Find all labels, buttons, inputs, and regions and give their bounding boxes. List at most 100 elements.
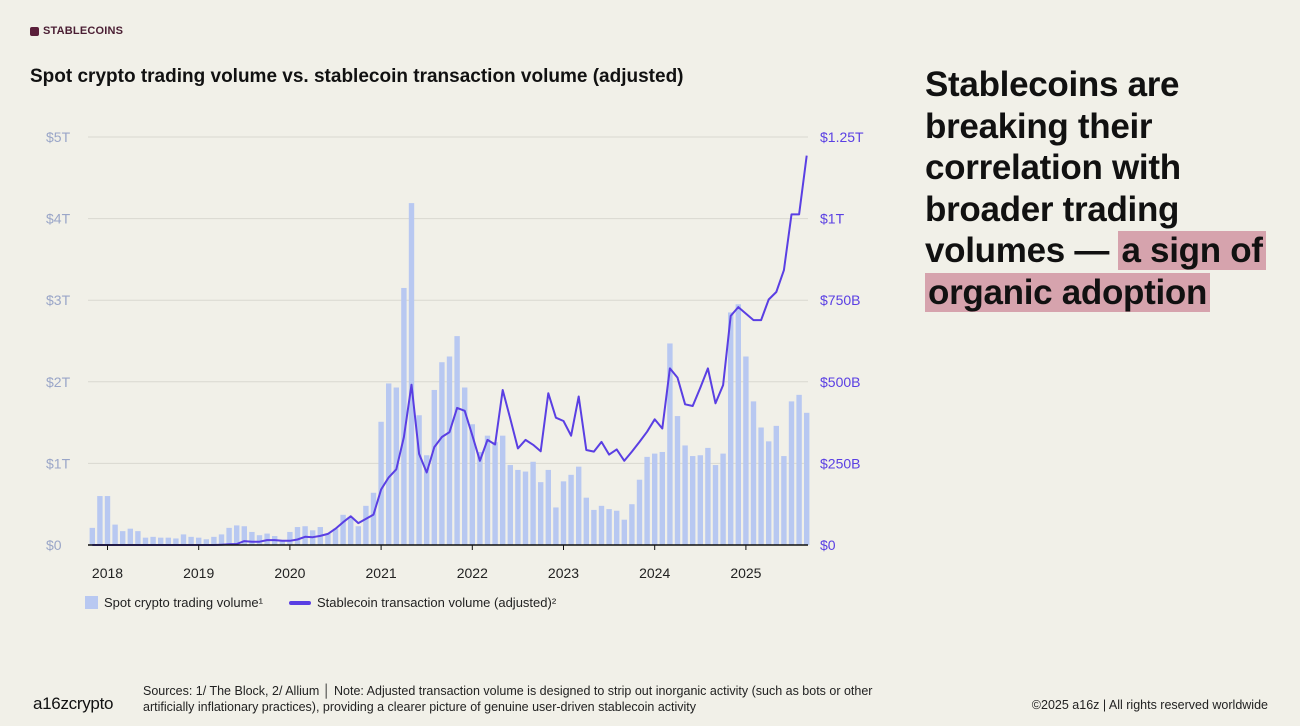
x-axis-tick-label: 2018 — [92, 565, 123, 581]
x-axis-tick-label: 2025 — [730, 565, 761, 581]
bar — [165, 537, 171, 545]
tag-square-icon — [30, 26, 39, 36]
right-axis-tick-label: $750B — [820, 292, 860, 308]
a16zcrypto-logo: a16zcrypto — [33, 694, 114, 713]
x-axis-tick-label: 2022 — [457, 565, 488, 581]
left-axis-tick-label: $4T — [46, 211, 71, 227]
bar — [302, 526, 308, 545]
bar — [287, 531, 293, 545]
bar — [644, 456, 650, 545]
bar — [735, 304, 741, 545]
bar — [591, 509, 597, 545]
bar — [408, 203, 415, 545]
bar — [180, 534, 187, 545]
bar — [340, 514, 346, 545]
bar — [188, 536, 194, 545]
bar — [469, 424, 475, 545]
bar — [545, 469, 551, 545]
bar — [355, 526, 361, 545]
bar — [553, 507, 559, 545]
bar — [348, 517, 354, 545]
bar — [218, 534, 225, 545]
bar — [788, 401, 795, 545]
right-axis-tick-label: $250B — [820, 455, 860, 471]
legend-item-stablecoin-volume: Stablecoin transaction volume (adjusted)… — [288, 595, 556, 610]
bar — [279, 540, 285, 545]
bar — [97, 496, 103, 545]
bar — [378, 421, 384, 545]
bar — [560, 481, 567, 545]
bar — [750, 401, 757, 545]
bar — [332, 528, 339, 545]
left-axis-tick-label: $1T — [46, 455, 71, 471]
bar — [226, 527, 232, 545]
bar — [135, 531, 141, 545]
bar — [386, 383, 392, 545]
bar — [325, 533, 331, 545]
chart-title: Spot crypto trading volume vs. stablecoi… — [30, 66, 684, 87]
bar — [652, 453, 658, 545]
bar — [424, 455, 430, 545]
bar — [697, 455, 703, 545]
left-axis-tick-label: $2T — [46, 374, 71, 390]
bar — [127, 528, 133, 545]
bar — [667, 343, 673, 545]
bar — [576, 466, 582, 545]
bar — [150, 536, 156, 545]
bar — [439, 362, 445, 545]
bar — [659, 451, 665, 545]
section-tag-label: STABLECOINS — [43, 25, 124, 37]
bar — [705, 447, 711, 545]
bar — [796, 394, 802, 545]
bar — [773, 425, 779, 545]
bar — [728, 312, 734, 545]
x-axis-tick-label: 2019 — [183, 565, 214, 581]
bar — [583, 497, 589, 545]
legend: Spot crypto trading volume¹ Stablecoin t… — [85, 595, 556, 610]
bar — [674, 416, 681, 545]
bar — [120, 531, 126, 545]
bar — [203, 539, 209, 545]
bar — [500, 435, 506, 545]
bar — [234, 525, 240, 545]
bar — [766, 441, 772, 545]
bar — [477, 451, 483, 545]
bar — [682, 445, 688, 545]
legend-line-swatch — [288, 600, 311, 605]
right-axis-tick-label: $1T — [820, 211, 845, 227]
bar — [256, 535, 263, 545]
left-axis-tick-label: $0 — [46, 537, 62, 553]
right-axis-tick-label: $500B — [820, 374, 860, 390]
bar — [515, 469, 521, 545]
headline-text: Stablecoins are breaking their correlati… — [925, 65, 1181, 270]
bar — [89, 527, 95, 545]
bar — [249, 531, 255, 545]
section-tag: STABLECOINS — [30, 25, 123, 37]
bar — [454, 336, 460, 545]
bar — [568, 474, 574, 545]
bar — [758, 427, 764, 545]
bar — [720, 453, 726, 545]
bar — [522, 471, 529, 545]
bar — [294, 527, 301, 545]
x-axis-tick-label: 2020 — [274, 565, 305, 581]
bar — [538, 482, 544, 545]
bar — [416, 415, 422, 545]
legend-bar-swatch — [85, 596, 98, 609]
bar — [196, 537, 202, 545]
bar — [370, 492, 377, 545]
copyright: ©2025 a16z | All rights reserved worldwi… — [1031, 698, 1268, 712]
bar — [636, 479, 643, 545]
x-axis-tick-label: 2023 — [548, 565, 579, 581]
bar — [173, 538, 179, 545]
bar — [743, 356, 749, 545]
headline: Stablecoins are breaking their correlati… — [925, 64, 1266, 313]
bar — [804, 412, 810, 545]
bar — [781, 456, 787, 545]
bar — [401, 287, 407, 545]
bar — [598, 505, 605, 545]
bar — [241, 526, 247, 545]
bar — [712, 465, 719, 545]
bar — [629, 504, 635, 545]
bar — [112, 524, 118, 545]
